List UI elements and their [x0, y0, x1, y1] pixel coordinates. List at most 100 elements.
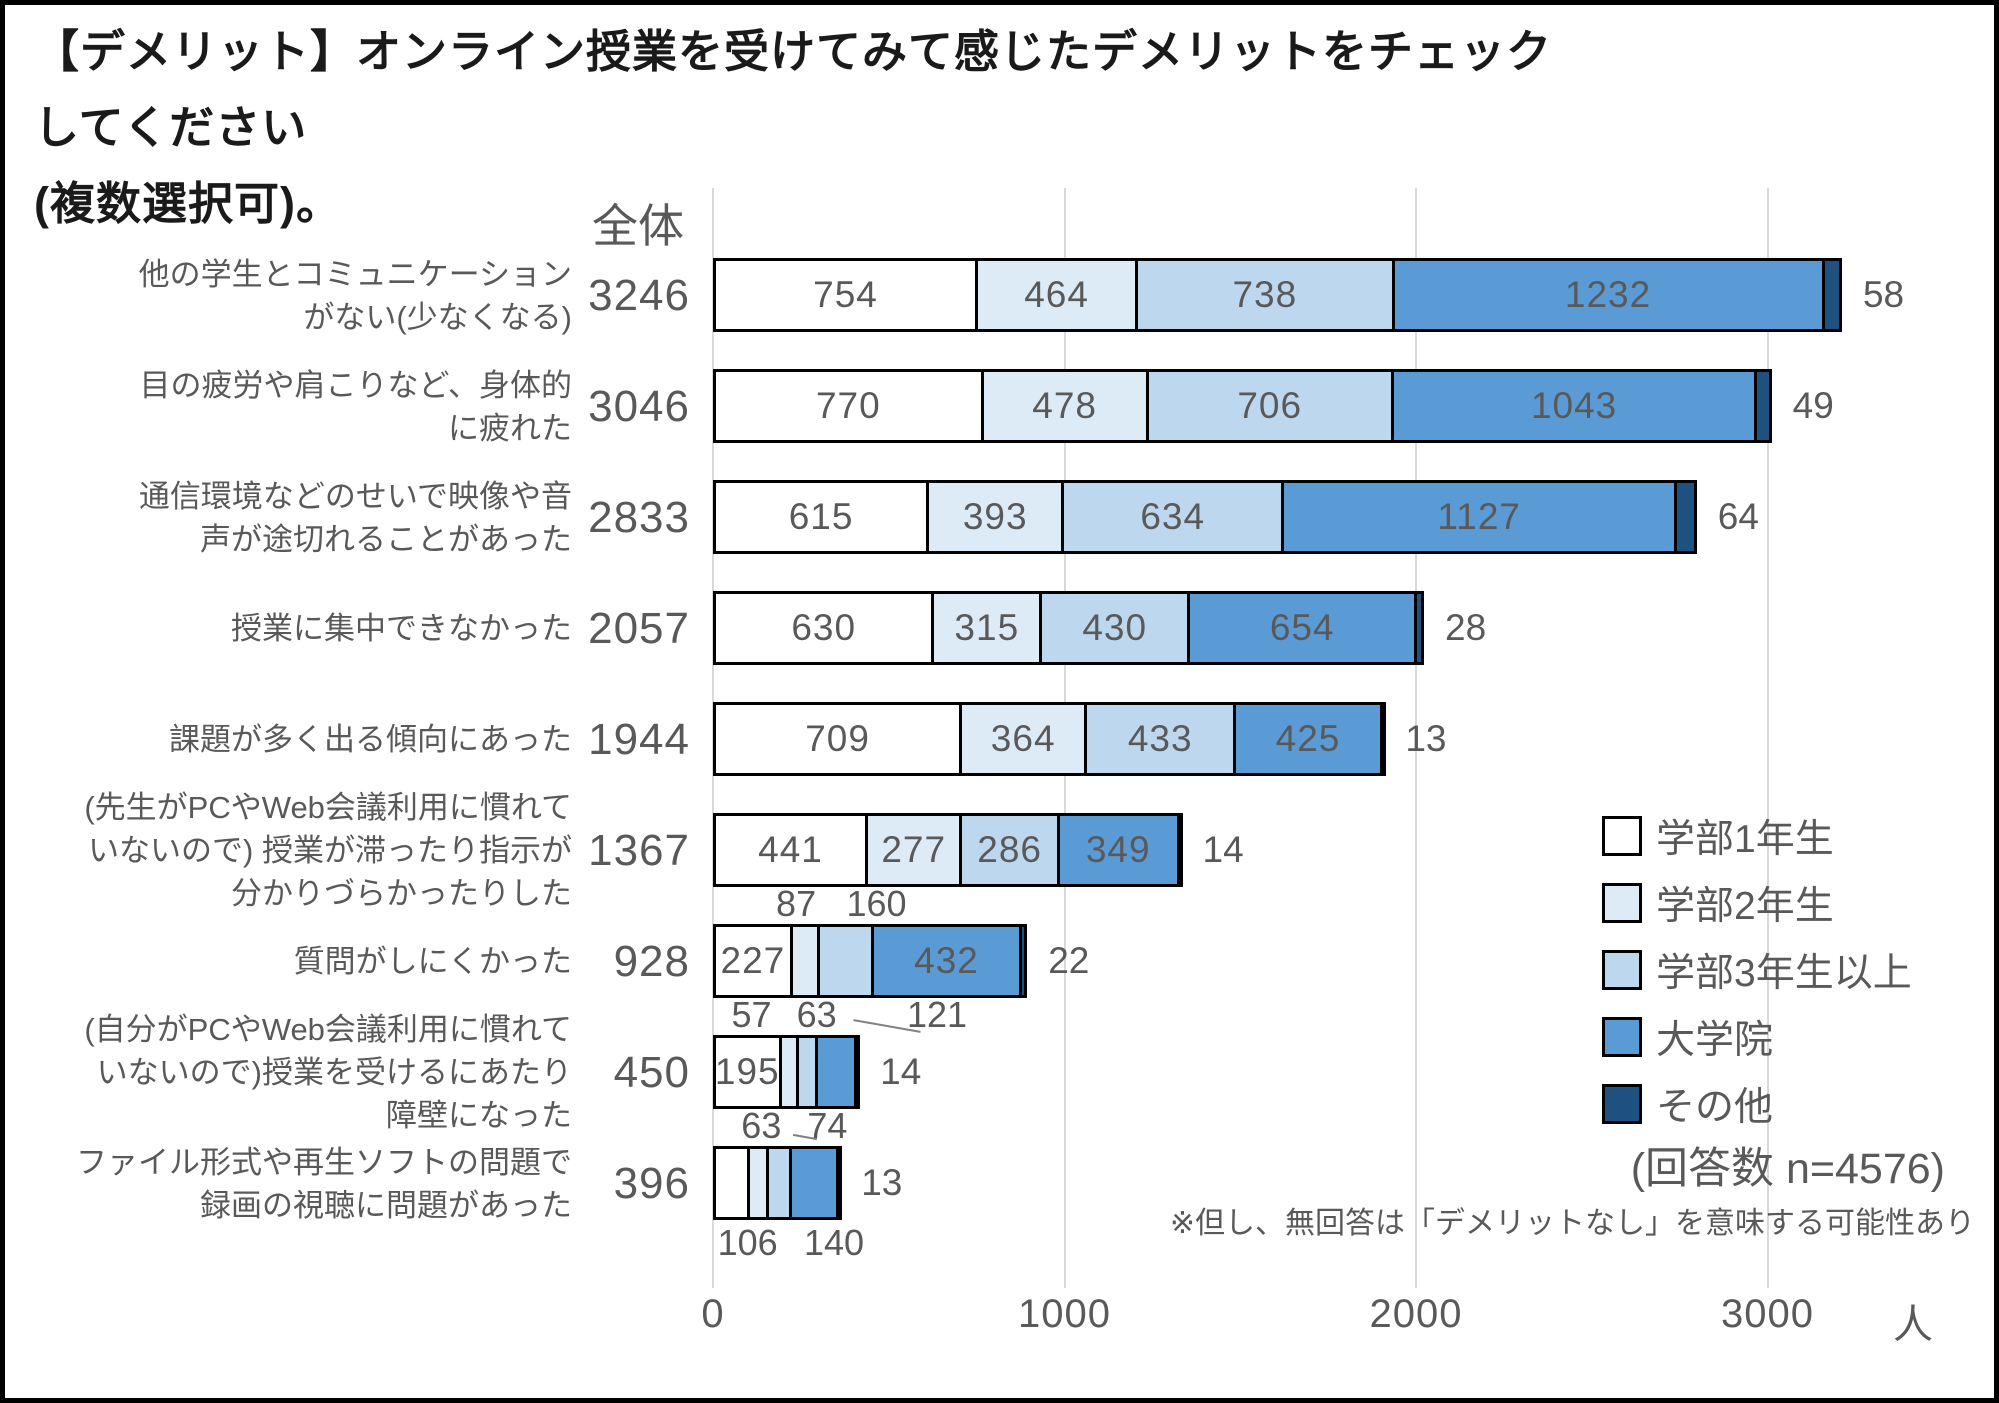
callout-value-label: 87: [776, 883, 817, 924]
bar-segment-other: [854, 1035, 861, 1109]
stacked-bar: 615 393 634 1127: [713, 480, 1697, 554]
bar-segment-graduate: 654: [1187, 591, 1418, 665]
bar-segment-grade2: 364: [959, 702, 1088, 776]
segment-value-label: 1043: [1530, 385, 1618, 426]
bar-area: 87 160 22 227 432: [713, 885, 1994, 1017]
segment-value-label: 654: [1269, 607, 1335, 648]
other-value-label: 28: [1445, 607, 1487, 648]
legend-swatch-grade2: [1602, 882, 1642, 923]
category-label: 課題が多く出る傾向にあった: [169, 722, 572, 757]
stacked-bar: 195: [713, 1035, 861, 1109]
bar-segment-grade2: 478: [980, 369, 1149, 443]
bar-segment-grade3plus: [817, 924, 874, 998]
bar-segment-grade2: 464: [975, 258, 1139, 332]
footnote: ※但し、無回答は「デメリットなし」を意味する可能性あり: [1169, 1207, 1975, 1240]
total-value: 2833: [588, 492, 690, 542]
segment-value-label: 425: [1275, 718, 1341, 759]
bar-segment-other: [1414, 591, 1424, 665]
segment-value-label: 464: [1024, 274, 1089, 315]
bar-segment-grade3plus: 430: [1039, 591, 1191, 665]
category-label: 質問がしにくかった: [293, 944, 572, 979]
bar-segment-graduate: [814, 1035, 858, 1109]
bar-segment-other: [1176, 813, 1183, 887]
segment-value-label: 441: [758, 829, 823, 870]
segment-value-label: 1127: [1437, 496, 1521, 537]
bar-area: 49 770 478 706 1043: [713, 351, 1994, 462]
table-row: 質問がしにくかった 928 87 160 22 227 432: [0, 885, 1994, 1017]
segment-value-label: 1232: [1564, 274, 1652, 315]
callout-value-label: 121: [906, 994, 968, 1035]
legend-item-grade2: 学部2年生: [1602, 869, 1912, 936]
segment-value-label: 432: [914, 940, 979, 981]
bar-segment-grade1: 195: [713, 1035, 782, 1109]
bar-segment-grade3plus: 634: [1061, 480, 1285, 554]
callout-value-label: 63: [741, 1105, 782, 1146]
legend-item-grade3plus: 学部3年生以上: [1602, 936, 1912, 1003]
segment-value-label: 634: [1140, 496, 1206, 537]
bar-segment-grade1: 441: [713, 813, 868, 887]
category-label: 他の学生とコミュニケーション がない(少なくなる): [138, 256, 572, 335]
total-value: 3046: [588, 381, 690, 431]
stacked-bar: 227 432: [713, 924, 1028, 998]
legend-label: 学部3年生以上: [1656, 951, 1912, 995]
bar-segment-other: [1754, 369, 1772, 443]
legend-label: 学部2年生: [1656, 884, 1834, 928]
gridline: [1766, 188, 1769, 1288]
total-value: 1944: [588, 714, 690, 764]
bar-segment-grade2: [789, 924, 821, 998]
x-tick-label: 0: [701, 1292, 725, 1336]
total-value: 3246: [588, 270, 690, 320]
callout-value-label: 160: [846, 883, 907, 924]
segment-value-label: 630: [791, 607, 857, 648]
bar-segment-grade1: 615: [713, 480, 930, 554]
bar-segment-grade1: [713, 1146, 751, 1220]
bar-segment-grade1: 770: [713, 369, 984, 443]
bar-segment-grade1: 630: [713, 591, 935, 665]
category-label: 授業に集中できなかった: [231, 611, 572, 646]
bar-segment-graduate: 432: [870, 924, 1023, 998]
x-tick-label: 1000: [1018, 1292, 1111, 1336]
legend-item-graduate: 大学院: [1602, 1003, 1912, 1070]
callout-value-label: 74: [807, 1105, 848, 1146]
bar-segment-graduate: 1127: [1281, 480, 1678, 554]
table-row: 目の疲労や肩こりなど、身体的 に疲れた 3046 49 770 478 706 1043: [0, 351, 1994, 462]
category-label: ファイル形式や再生ソフトの問題で 録画の視聴に問題があった: [76, 1144, 572, 1223]
bar-segment-other: [1821, 258, 1842, 332]
bar-segment-grade3plus: 738: [1135, 258, 1395, 332]
legend-item-grade1: 学部1年生: [1602, 802, 1912, 869]
segment-value-label: 433: [1127, 718, 1193, 759]
bar-area: 58 754 464 738 1232: [713, 240, 1994, 351]
segment-value-label: 430: [1082, 607, 1148, 648]
stacked-bar: 709 364 433 425: [713, 702, 1386, 776]
legend-swatch-other: [1602, 1083, 1642, 1124]
bar-segment-other: [1019, 924, 1028, 998]
bar-segment-grade3plus: [766, 1146, 793, 1220]
segment-value-label: 277: [881, 829, 947, 870]
other-value-label: 13: [1405, 718, 1447, 759]
other-value-label: 14: [880, 1051, 922, 1092]
total-value: 450: [613, 1047, 690, 1097]
bar-segment-grade2: 393: [926, 480, 1065, 554]
bar-area: 57 63 121 14 195: [713, 996, 1994, 1128]
bar-segment-grade3plus: 433: [1084, 702, 1237, 776]
bar-area: 13 709 364 433 425: [713, 684, 1994, 795]
bar-segment-other: [1379, 702, 1386, 776]
other-value-label: 58: [1862, 274, 1905, 315]
table-row: (自分がPCやWeb会議利用に慣れて いないので)授業を受けるにあたり 障壁にな…: [0, 996, 1994, 1134]
table-row: (先生がPCやWeb会議利用に慣れて いないので) 授業が滞ったり指示が 分かり…: [0, 790, 1994, 911]
bar-rows: 他の学生とコミュニケーション がない(少なくなる) 3246 58 754 464 738…: [0, 240, 1994, 1262]
stacked-bar: [713, 1146, 842, 1220]
bar-segment-other: [835, 1146, 842, 1220]
respondent-count: (回答数 n=4576): [1630, 1145, 1945, 1193]
segment-value-label: 478: [1032, 385, 1098, 426]
other-value-label: 64: [1717, 496, 1759, 537]
table-row: 課題が多く出る傾向にあった 1944 13 709 364 433 425: [0, 684, 1994, 795]
category-label: (自分がPCやWeb会議利用に慣れて いないので)授業を受けるにあたり 障壁にな…: [84, 1012, 572, 1133]
legend-swatch-grade1: [1602, 815, 1642, 856]
bar-segment-graduate: 1043: [1390, 369, 1758, 443]
total-column-header: 全体: [592, 200, 684, 252]
chart-title: 【デメリット】オンライン授業を受けてみて感じたデメリットをチェックしてください …: [34, 26, 1553, 229]
table-row: 他の学生とコミュニケーション がない(少なくなる) 3246 58 754 464 738…: [0, 240, 1994, 351]
legend-label: 学部1年生: [1656, 817, 1834, 861]
bar-area: 106 63 74 140 13: [713, 1107, 1994, 1262]
